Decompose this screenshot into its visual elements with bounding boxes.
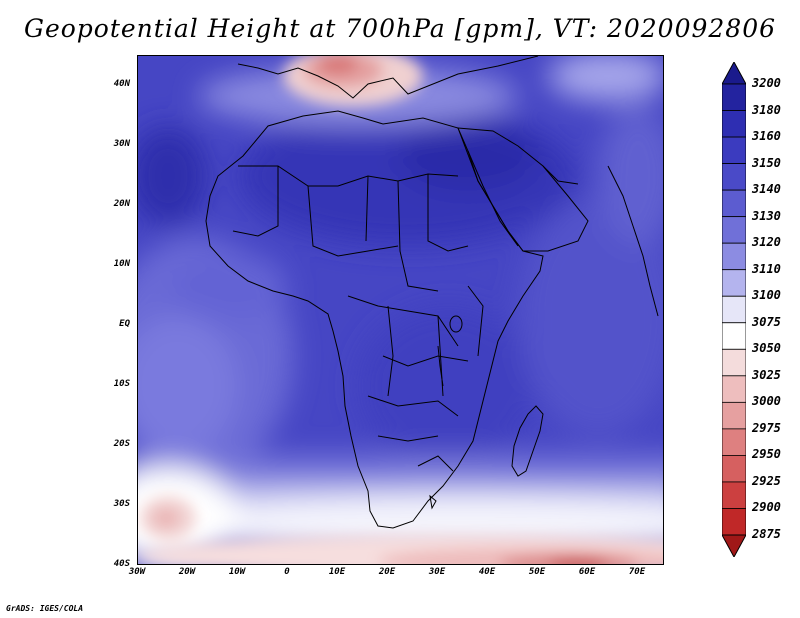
lon-label: 10W (228, 567, 246, 577)
colorbar-arrow-bottom (722, 534, 746, 557)
credit-text: GrADS: IGES/COLA (6, 604, 84, 613)
colorbar-label: 3025 (752, 367, 781, 382)
lon-label: 70E (628, 567, 646, 577)
map-canvas (138, 56, 663, 564)
colorbar-label: 3130 (752, 208, 781, 223)
colorbar-segment (722, 348, 746, 377)
colorbar-segment (722, 481, 746, 509)
coastlines (205, 56, 659, 529)
colorbar-label: 3160 (752, 129, 781, 144)
india-coast (607, 165, 659, 317)
colorbar-segment (722, 428, 746, 456)
colorbar-segment (722, 163, 746, 191)
lat-label: 30N (113, 139, 130, 149)
colorbar-label: 3120 (752, 235, 781, 250)
lat-label: 10S (113, 379, 130, 389)
colorbar-label: 3050 (752, 341, 781, 356)
colorbar-label: 2875 (752, 527, 781, 541)
colorbar-segment (722, 110, 746, 138)
colorbar-segment (722, 216, 746, 244)
lat-label: EQ (119, 319, 130, 329)
lon-label: 40E (478, 567, 496, 577)
colorbar-label: 3150 (752, 155, 781, 170)
lon-label: 30E (428, 567, 446, 577)
colorbar-label: 3000 (752, 394, 781, 409)
colorbar-segment (722, 136, 746, 164)
colorbar-segment (722, 401, 746, 430)
colorbar-label: 3100 (752, 288, 781, 303)
colorbar-segment (722, 189, 746, 218)
red-sea (467, 150, 519, 247)
colorbar-segment (722, 322, 746, 350)
lat-label: 10N (113, 259, 130, 269)
colorbar-label: 2925 (752, 473, 781, 488)
map-panel (137, 55, 664, 565)
colorbar-label: 3110 (752, 261, 781, 276)
lat-label: 40S (113, 559, 130, 569)
colorbar-segment (722, 455, 746, 483)
colorbar-segment (722, 242, 746, 271)
lat-label: 40N (113, 79, 130, 89)
lon-label: 20W (178, 567, 196, 577)
gulf (542, 165, 579, 185)
colorbar-label: 3200 (752, 76, 781, 90)
madagascar (511, 405, 544, 477)
low-pressure-areas (138, 56, 663, 564)
lon-label: 10E (328, 567, 346, 577)
colorbar-label: 2975 (752, 420, 781, 435)
colorbar-label: 3140 (752, 182, 781, 197)
lon-label: 60E (578, 567, 596, 577)
lon-label: 20E (378, 567, 396, 577)
lon-label: 50E (528, 567, 546, 577)
map-title: Geopotential Height at 700hPa [gpm], VT:… (23, 14, 777, 43)
colorbar-label: 3075 (752, 314, 781, 329)
colorbar-segment (722, 375, 746, 403)
lat-label: 20N (113, 199, 130, 209)
colorbar-segment (722, 295, 746, 324)
colorbar (722, 62, 746, 557)
colorbar-arrow-top (722, 62, 746, 85)
colorbar-label: 2950 (752, 447, 781, 462)
colorbar-segment (722, 269, 746, 297)
lat-label: 30S (113, 499, 130, 509)
colorbar-label: 2900 (752, 500, 781, 515)
colorbar-label: 3180 (752, 102, 781, 117)
colorbar-segment (722, 83, 746, 111)
lon-label: 30W (128, 567, 146, 577)
lat-label: 20S (113, 439, 130, 449)
lon-label: 0 (284, 567, 290, 577)
colorbar-segment (722, 508, 746, 536)
europe-coast (237, 56, 539, 99)
